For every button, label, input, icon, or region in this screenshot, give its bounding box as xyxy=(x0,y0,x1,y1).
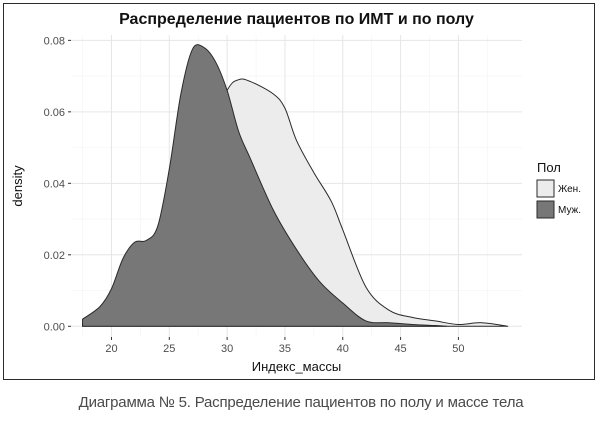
x-tick-label: 40 xyxy=(337,343,349,355)
x-axis-label: Индекс_массы xyxy=(252,359,341,374)
x-tick-label: 50 xyxy=(452,343,464,355)
x-tick-label: 30 xyxy=(221,343,233,355)
chart-frame: Распределение пациентов по ИМТ и по полу… xyxy=(3,3,595,380)
chart-title: Распределение пациентов по ИМТ и по полу xyxy=(119,11,474,28)
x-tick-label: 35 xyxy=(279,343,291,355)
y-tick-label: 0.08 xyxy=(44,35,65,47)
x-tick-label: 20 xyxy=(105,343,117,355)
figure-caption: Диаграмма № 5. Распределение пациентов п… xyxy=(78,394,524,411)
legend-title: Пол xyxy=(537,160,561,175)
legend-label-female: Жен. xyxy=(558,184,581,195)
x-tick-label: 45 xyxy=(394,343,406,355)
legend-key-female xyxy=(536,179,555,198)
y-tick-label: 0.02 xyxy=(44,250,65,262)
legend-key-male xyxy=(536,200,555,219)
legend-label-male: Муж. xyxy=(558,205,581,216)
y-tick-label: 0.00 xyxy=(44,321,65,333)
x-tick-label: 25 xyxy=(163,343,175,355)
y-axis-label: density xyxy=(10,165,25,207)
y-tick-label: 0.06 xyxy=(44,107,65,119)
density-chart: Распределение пациентов по ИМТ и по полу… xyxy=(10,11,581,374)
density-area-male xyxy=(82,44,447,327)
y-tick-label: 0.04 xyxy=(44,178,65,190)
